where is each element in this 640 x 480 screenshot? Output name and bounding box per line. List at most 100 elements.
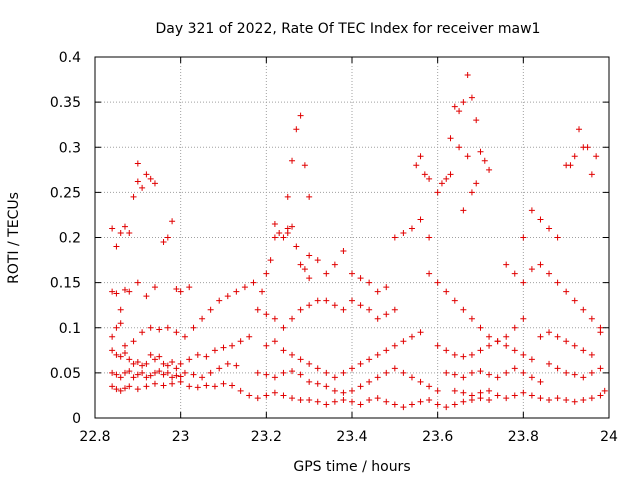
data-point: [520, 315, 527, 322]
data-point: [503, 333, 510, 340]
data-point: [331, 374, 338, 381]
data-point: [408, 333, 415, 340]
data-point: [203, 353, 210, 360]
data-point: [357, 401, 364, 408]
data-point: [537, 333, 544, 340]
data-point: [169, 374, 176, 381]
data-point: [597, 329, 604, 336]
data-point: [473, 117, 480, 124]
data-point: [383, 311, 390, 318]
y-tick-label: 0.1: [59, 321, 81, 337]
data-point: [331, 398, 338, 405]
data-point: [468, 94, 475, 101]
data-point: [113, 243, 120, 250]
data-point: [186, 284, 193, 291]
data-point: [486, 166, 493, 173]
data-point: [284, 193, 291, 200]
data-point: [571, 398, 578, 405]
data-point: [297, 112, 304, 119]
data-point: [173, 365, 180, 372]
data-point: [126, 368, 133, 375]
data-point: [113, 290, 120, 297]
data-point: [383, 284, 390, 291]
data-point: [426, 175, 433, 182]
data-point: [434, 342, 441, 349]
data-point: [391, 234, 398, 241]
data-point: [340, 396, 347, 403]
data-point: [173, 285, 180, 292]
data-point: [297, 371, 304, 378]
data-point: [130, 360, 137, 367]
data-point: [528, 392, 535, 399]
data-point: [426, 383, 433, 390]
data-point: [438, 180, 445, 187]
data-point: [284, 229, 291, 236]
data-point: [164, 234, 171, 241]
data-point: [271, 234, 278, 241]
data-point: [280, 392, 287, 399]
data-point: [121, 350, 128, 357]
data-points: [109, 72, 608, 411]
data-point: [464, 72, 471, 79]
data-point: [357, 275, 364, 282]
data-point: [503, 369, 510, 376]
data-point: [121, 286, 128, 293]
data-point: [297, 396, 304, 403]
data-point: [477, 368, 484, 375]
data-point: [434, 387, 441, 394]
data-point: [113, 371, 120, 378]
data-point: [301, 266, 308, 273]
data-point: [117, 229, 124, 236]
tick-labels: 22.8 23 23.2 23.4 23.6 23.8 24 0 0.05 0.1 0.15 0.2 0…: [50, 50, 618, 445]
data-point: [263, 311, 270, 318]
data-point: [451, 387, 458, 394]
data-point: [250, 279, 257, 286]
data-point: [408, 401, 415, 408]
data-point: [306, 193, 313, 200]
data-point: [468, 315, 475, 322]
data-point: [271, 315, 278, 322]
data-point: [571, 371, 578, 378]
data-point: [571, 297, 578, 304]
y-tick-label: 0.4: [59, 50, 81, 66]
data-point: [151, 180, 158, 187]
data-point: [447, 171, 454, 178]
data-point: [554, 333, 561, 340]
data-point: [293, 126, 300, 133]
data-point: [408, 374, 415, 381]
data-point: [280, 347, 287, 354]
data-point: [546, 270, 553, 277]
data-point: [588, 315, 595, 322]
data-point: [109, 347, 116, 354]
data-point: [147, 324, 154, 331]
data-point: [113, 386, 120, 393]
data-point: [366, 279, 373, 286]
data-point: [417, 153, 424, 160]
data-point: [113, 324, 120, 331]
data-point: [109, 288, 116, 295]
data-point: [289, 315, 296, 322]
data-point: [357, 383, 364, 390]
data-point: [271, 220, 278, 227]
data-point: [366, 396, 373, 403]
data-point: [421, 171, 428, 178]
data-point: [323, 369, 330, 376]
data-point: [511, 392, 518, 399]
data-point: [473, 180, 480, 187]
data-point: [289, 395, 296, 402]
data-point: [460, 306, 467, 313]
data-point: [383, 347, 390, 354]
data-point: [456, 108, 463, 115]
y-tick-label: 0.2: [59, 231, 81, 247]
data-point: [408, 225, 415, 232]
data-point: [567, 162, 574, 169]
data-point: [494, 338, 501, 345]
data-point: [451, 351, 458, 358]
data-point: [216, 365, 223, 372]
data-point: [417, 216, 424, 223]
data-point: [297, 306, 304, 313]
data-point: [546, 225, 553, 232]
data-point: [580, 396, 587, 403]
data-point: [130, 338, 137, 345]
